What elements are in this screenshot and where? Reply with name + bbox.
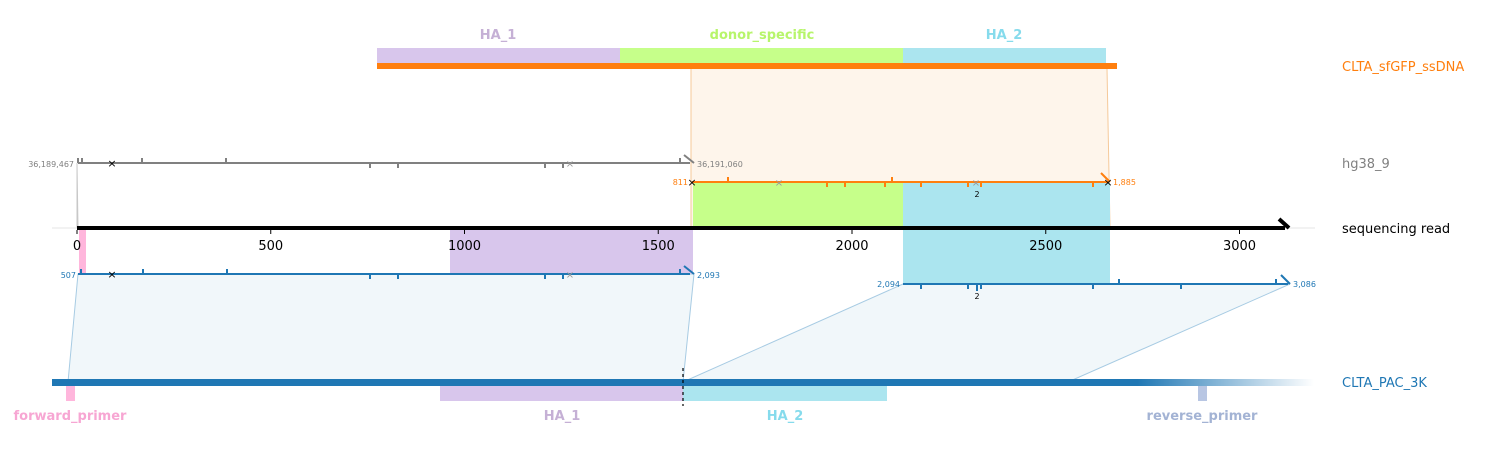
svg-text:×: × — [1103, 176, 1112, 189]
donor-sequence-bar — [377, 63, 1117, 69]
read-band-forward-primer — [79, 228, 86, 274]
read-band-ha2-lower — [903, 228, 1110, 284]
amplicon-feature-ha1-bar — [440, 386, 683, 401]
donor-feature-donor-specific-label: donor_specific — [710, 28, 815, 43]
svg-text:×: × — [566, 270, 574, 281]
donor-alignment: × × × × — [687, 172, 1113, 189]
read-axis-tick-label: 0 — [73, 239, 81, 254]
genome-start-coordinate: 36,189,467 — [28, 160, 74, 169]
svg-text:×: × — [107, 268, 116, 281]
read-band-ha2-upper — [903, 182, 1110, 228]
read-axis-tick-label: 1000 — [448, 239, 481, 254]
svg-text:×: × — [566, 159, 574, 170]
amplicon-feature-reverse-primer-label: reverse_primer — [1147, 409, 1259, 424]
donor-start-coordinate: 811 — [673, 178, 688, 187]
donor-marker-label: 2 — [974, 190, 979, 199]
amplicon-feature-ha2-label: HA_2 — [767, 409, 804, 424]
amplicon-feature-ha2-bar — [683, 386, 887, 401]
donor-track-label: CLTA_sfGFP_ssDNA — [1342, 60, 1464, 75]
read-axis-tick-label: 1500 — [642, 239, 675, 254]
amplicon-2-end-coordinate: 3,086 — [1293, 280, 1316, 289]
donor-feature-ha1-label: HA_1 — [480, 28, 517, 43]
amplicon-track-label: CLTA_PAC_3K — [1342, 376, 1427, 391]
amplicon-1-start-coordinate: 507 — [61, 271, 76, 280]
amplicon-alignment-2 — [903, 274, 1291, 291]
donor-feature-ha2-bar — [903, 48, 1106, 65]
read-track-label: sequencing read — [1342, 222, 1450, 237]
read-axis-tick-label: 3000 — [1223, 239, 1256, 254]
genome-alignment: × × — [77, 154, 695, 170]
donor-feature-ha2-label: HA_2 — [986, 28, 1023, 43]
donor-end-coordinate: 1,885 — [1113, 178, 1136, 187]
svg-text:×: × — [687, 176, 696, 189]
read-axis-tick-label: 500 — [258, 239, 283, 254]
read-band-ha1 — [450, 228, 693, 274]
amplicon-feature-forward-primer-bar — [66, 386, 75, 401]
amplicon-2-marker-label: 2 — [974, 292, 979, 301]
amplicon-2-start-coordinate: 2,094 — [877, 280, 900, 289]
amplicon-1-end-coordinate: 2,093 — [697, 271, 720, 280]
amplicon-feature-ha1-label: HA_1 — [544, 409, 581, 424]
genome-track-label: hg38_9 — [1342, 157, 1390, 172]
donor-feature-donor-specific-bar — [620, 48, 903, 65]
read-axis-tick-label: 2500 — [1029, 239, 1062, 254]
svg-text:×: × — [107, 157, 116, 170]
read-axis-ticks: 0 500 1000 1500 2000 2500 3000 — [73, 230, 1256, 254]
read-arrowhead — [1277, 217, 1291, 230]
genome-connector — [76, 162, 79, 229]
genome-end-coordinate: 36,191,060 — [697, 160, 743, 169]
read-axis-tick-label: 2000 — [835, 239, 868, 254]
donor-feature-ha1-bar — [377, 48, 620, 65]
svg-text:×: × — [972, 178, 980, 189]
amplicon-projection-2 — [682, 283, 1291, 383]
amplicon-projection-1 — [67, 273, 695, 383]
amplicon-feature-forward-primer-label: forward_primer — [14, 409, 128, 424]
read-band-donor-specific — [693, 182, 903, 228]
amplicon-feature-reverse-primer-bar — [1198, 386, 1207, 401]
amplicon-alignment-1: × × — [78, 265, 695, 281]
svg-text:×: × — [775, 178, 783, 189]
